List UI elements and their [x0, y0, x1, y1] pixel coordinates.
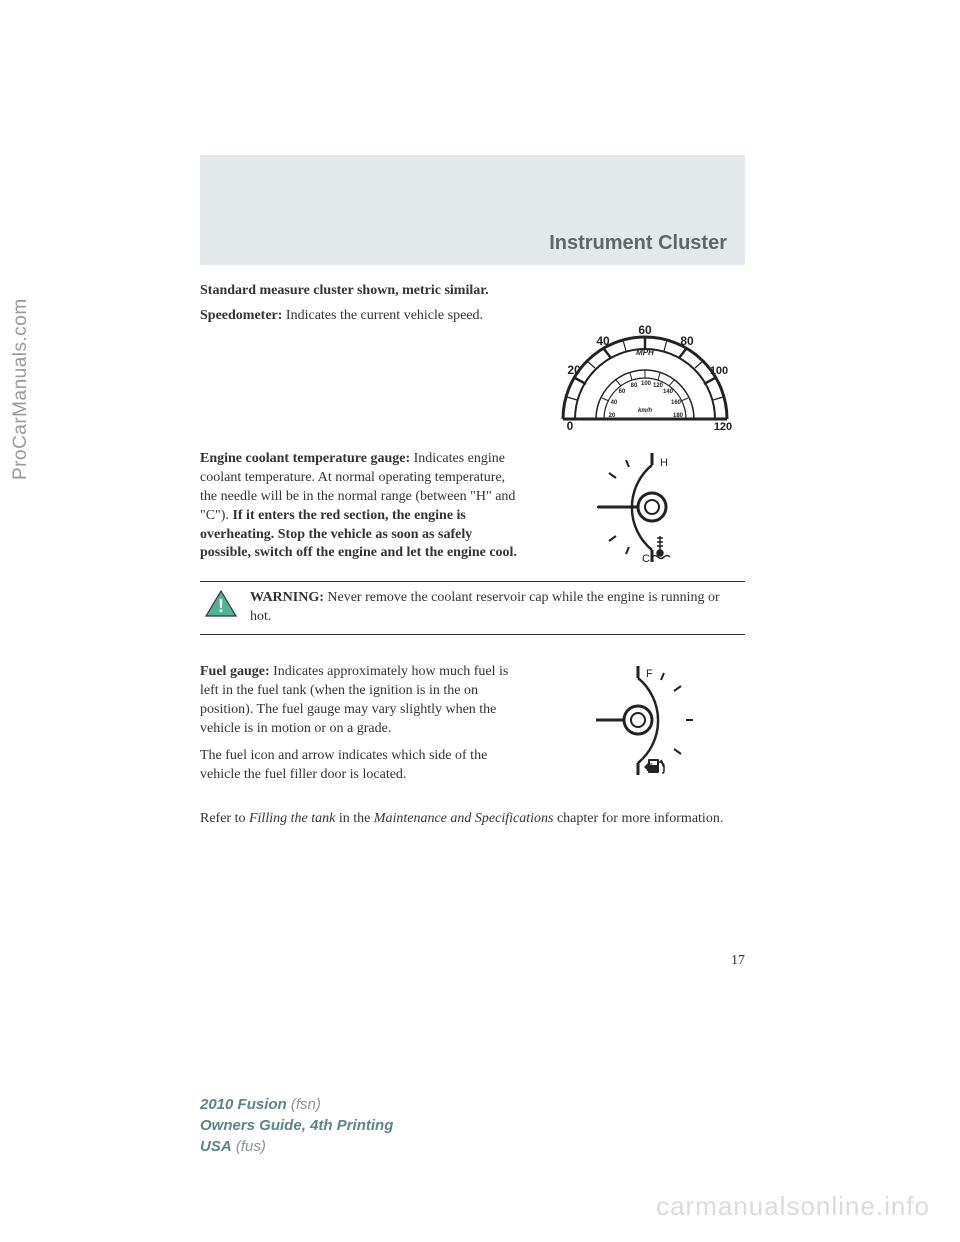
svg-text:80: 80: [680, 334, 694, 348]
svg-text:120: 120: [714, 421, 732, 432]
speedometer-gauge: 0 20 40 60 80 100 120 MPH km/h 20 40 60: [545, 307, 745, 432]
svg-text:20: 20: [567, 363, 581, 377]
svg-text:100: 100: [710, 365, 728, 377]
refer-prefix: Refer to: [200, 811, 249, 826]
svg-text:MPH: MPH: [636, 348, 654, 357]
speedometer-text: Speedometer: Indicates the current vehic…: [200, 307, 525, 432]
refer-italic1: Filling the tank: [249, 811, 335, 826]
body-content: Standard measure cluster shown, metric s…: [200, 283, 745, 829]
svg-text:40: 40: [596, 334, 610, 348]
warning-label: WARNING:: [250, 590, 324, 605]
bottom-watermark: carmanualsonline.info: [656, 1191, 930, 1222]
svg-text:80: 80: [631, 383, 638, 389]
coolant-bold-tail: If it enters the red section, the engine…: [200, 508, 517, 561]
page-number: 17: [731, 953, 745, 969]
svg-text:60: 60: [638, 323, 652, 337]
svg-text:!: !: [218, 596, 224, 616]
footer: 2010 Fusion (fsn) Owners Guide, 4th Prin…: [200, 1094, 393, 1157]
refer-mid: in the: [335, 811, 374, 826]
footer-region: USA: [200, 1138, 232, 1155]
svg-text:140: 140: [663, 389, 674, 395]
coolant-label: Engine coolant temperature gauge:: [200, 451, 410, 466]
speedometer-label: Speedometer:: [200, 308, 282, 323]
refer-suffix: chapter for more information.: [553, 811, 723, 826]
svg-text:H: H: [660, 457, 668, 469]
fuel-text: Fuel gauge: Indicates approximately how …: [200, 663, 525, 792]
chapter-header: Instrument Cluster: [200, 155, 745, 265]
refer-italic2: Maintenance and Specifications: [374, 811, 554, 826]
chapter-title: Instrument Cluster: [549, 232, 727, 255]
fuel-label: Fuel gauge:: [200, 664, 270, 679]
warning-triangle-icon: !: [204, 589, 238, 619]
fuel-gauge: F E: [545, 663, 745, 792]
speedometer-desc: Indicates the current vehicle speed.: [282, 308, 483, 323]
coolant-gauge: H C: [545, 450, 745, 571]
warning-box: ! WARNING: Never remove the coolant rese…: [200, 581, 745, 635]
svg-text:0: 0: [567, 419, 574, 432]
footer-line1: 2010 Fusion (fsn): [200, 1094, 393, 1115]
page-content: Instrument Cluster Standard measure clus…: [200, 155, 745, 829]
svg-text:100: 100: [641, 381, 652, 387]
svg-text:40: 40: [611, 400, 618, 406]
footer-line3: USA (fus): [200, 1136, 393, 1157]
speedometer-section: Speedometer: Indicates the current vehic…: [200, 307, 745, 432]
svg-text:60: 60: [619, 389, 626, 395]
footer-line2: Owners Guide, 4th Printing: [200, 1115, 393, 1136]
fuel-section: Fuel gauge: Indicates approximately how …: [200, 663, 745, 792]
coolant-section: Engine coolant temperature gauge: Indica…: [200, 450, 745, 571]
svg-text:C: C: [642, 553, 650, 565]
svg-text:180: 180: [673, 413, 684, 419]
warning-text-wrap: WARNING: Never remove the coolant reserv…: [250, 589, 741, 627]
fuel-refer: Refer to Filling the tank in the Mainten…: [200, 810, 745, 829]
side-watermark: ProCarManuals.com: [10, 298, 32, 480]
coolant-text: Engine coolant temperature gauge: Indica…: [200, 450, 525, 571]
svg-text:F: F: [646, 668, 653, 680]
fuel-desc2: The fuel icon and arrow indicates which …: [200, 747, 525, 785]
svg-text:160: 160: [671, 400, 682, 406]
footer-model: 2010 Fusion: [200, 1096, 287, 1113]
svg-text:E: E: [646, 762, 653, 774]
svg-text:20: 20: [609, 413, 616, 419]
lead-text: Standard measure cluster shown, metric s…: [200, 283, 745, 299]
footer-code2: (fus): [232, 1138, 266, 1155]
footer-code1: (fsn): [287, 1096, 321, 1113]
svg-text:km/h: km/h: [638, 408, 652, 414]
